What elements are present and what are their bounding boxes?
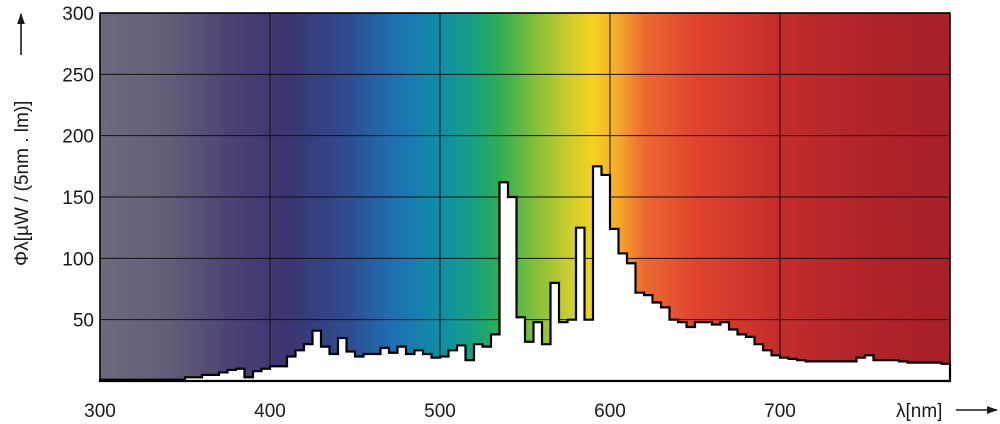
y-tick-label: 100 (62, 249, 94, 270)
plot-frame (99, 12, 951, 382)
spectral-power-area (98, 165, 952, 383)
x-tick-label: 700 (764, 401, 796, 422)
y-tick-label: 200 (62, 127, 94, 148)
x-axis-ticks: 300 400 500 600 700 (84, 401, 796, 422)
x-tick-label: 300 (84, 401, 116, 422)
x-tick-label: 600 (594, 401, 626, 422)
x-tick-label: 500 (424, 401, 456, 422)
y-axis-label: Φλ[µW / (5nm . lm)] (12, 101, 33, 266)
y-tick-label: 300 (62, 4, 94, 25)
x-axis-label: λ[nm] (896, 401, 942, 422)
y-tick-label: 250 (62, 65, 94, 86)
x-tick-label: 400 (254, 401, 286, 422)
y-tick-label: 150 (62, 188, 94, 209)
y-axis-ticks: 50 100 150 200 250 300 (62, 4, 94, 332)
y-tick-label: 50 (73, 311, 94, 332)
